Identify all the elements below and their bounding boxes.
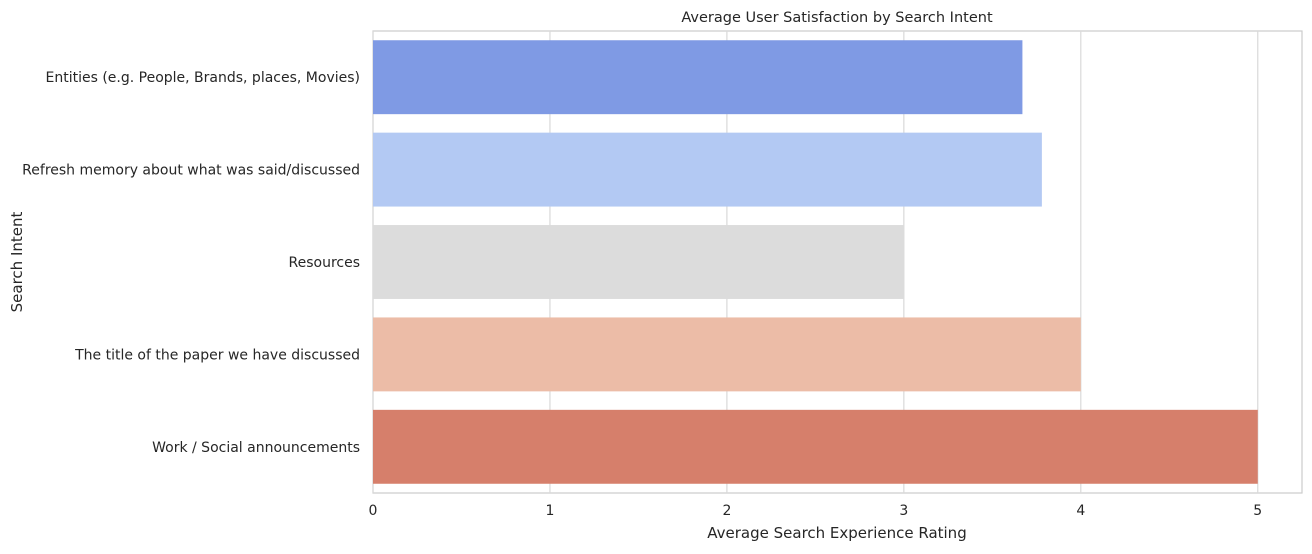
x-tick-label-5: 5 (1253, 503, 1262, 519)
bar-0 (373, 40, 1023, 115)
bar-2 (373, 225, 904, 299)
y-tick-label-4: Work / Social announcements (152, 440, 360, 456)
x-axis-label: Average Search Experience Rating (707, 524, 966, 542)
bar-1 (373, 132, 1042, 207)
x-tick-label-4: 4 (1076, 503, 1085, 519)
bar-3 (373, 317, 1081, 392)
y-axis-label: Search Intent (8, 212, 26, 313)
x-tick-label-3: 3 (899, 503, 908, 519)
x-tick-label-2: 2 (722, 503, 731, 519)
x-tick-label-1: 1 (545, 503, 554, 519)
y-tick-label-3: The title of the paper we have discussed (74, 347, 360, 363)
y-tick-label-2: Resources (289, 255, 361, 271)
bar-4 (373, 409, 1258, 484)
bars (373, 40, 1258, 484)
x-tick-label-0: 0 (369, 503, 378, 519)
y-tick-labels: Entities (e.g. People, Brands, places, M… (22, 70, 360, 456)
y-tick-label-0: Entities (e.g. People, Brands, places, M… (45, 70, 360, 86)
chart-title: Average User Satisfaction by Search Inte… (681, 10, 993, 26)
x-tick-labels: 0 1 2 3 4 5 (369, 503, 1263, 519)
y-tick-label-1: Refresh memory about what was said/discu… (22, 163, 360, 179)
